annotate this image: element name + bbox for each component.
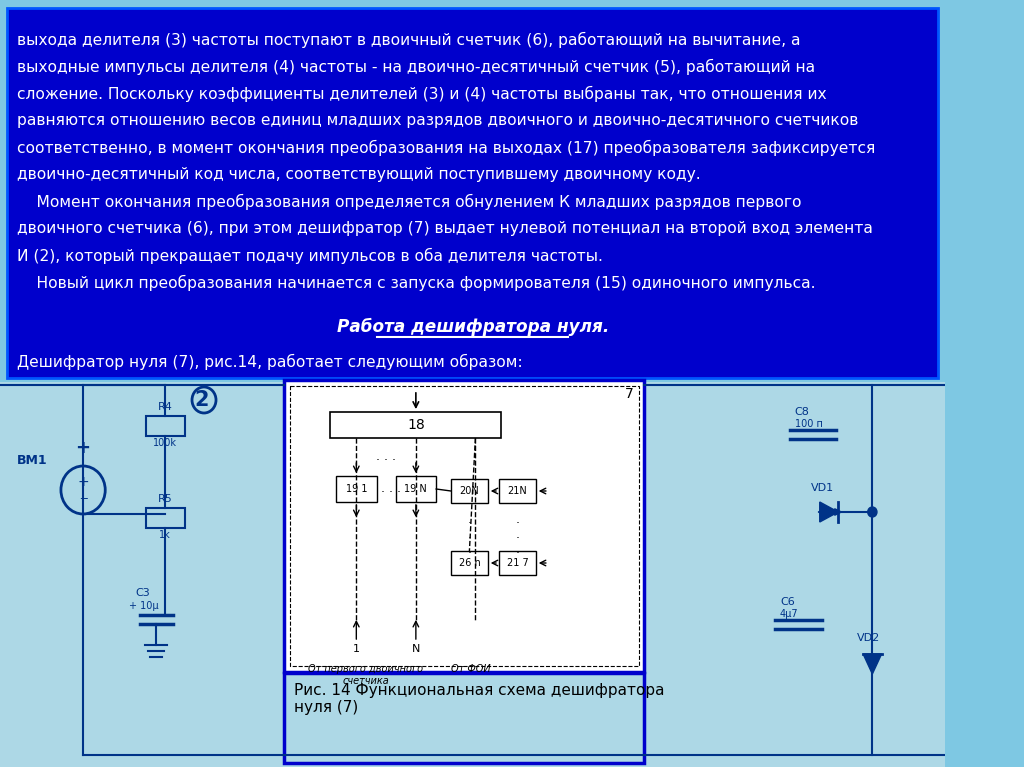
Bar: [451, 479, 487, 503]
Bar: [395, 476, 436, 502]
Bar: [499, 479, 536, 503]
Text: 7: 7: [626, 387, 634, 401]
Text: 20N: 20N: [460, 486, 479, 496]
Text: 19 1: 19 1: [345, 484, 367, 494]
Text: +: +: [76, 439, 90, 457]
FancyBboxPatch shape: [285, 380, 644, 672]
Text: R5: R5: [158, 494, 173, 504]
Text: C6: C6: [780, 597, 795, 607]
Text: сложение. Поскольку коэффициенты делителей (3) и (4) частоты выбраны так, что от: сложение. Поскольку коэффициенты делител…: [16, 86, 826, 102]
Text: 18: 18: [407, 418, 425, 432]
Bar: [336, 476, 377, 502]
Text: N: N: [412, 644, 420, 654]
Bar: [145, 416, 184, 436]
Text: Рис. 14 Функциональная схема дешифратора
нуля (7): Рис. 14 Функциональная схема дешифратора…: [294, 683, 664, 716]
Text: Работа дешифратора нуля.: Работа дешифратора нуля.: [337, 318, 608, 336]
Text: 100k: 100k: [154, 438, 177, 448]
Text: 26 n: 26 n: [459, 558, 480, 568]
Bar: [331, 412, 502, 438]
Text: 21N: 21N: [508, 486, 527, 496]
Text: 2: 2: [194, 390, 209, 410]
Text: 21 7: 21 7: [507, 558, 528, 568]
Polygon shape: [820, 502, 839, 522]
Text: 19 N: 19 N: [404, 484, 427, 494]
Text: Дешифратор нуля (7), рис.14, работает следующим образом:: Дешифратор нуля (7), рис.14, работает сл…: [16, 354, 522, 370]
Text: 1k: 1k: [160, 530, 171, 540]
Text: двоично-десятичный код числа, соответствующий поступившему двоичному коду.: двоично-десятичный код числа, соответств…: [16, 167, 700, 182]
Bar: [451, 551, 487, 575]
FancyBboxPatch shape: [285, 673, 644, 763]
Text: C3: C3: [136, 588, 151, 598]
Text: соответственно, в момент окончания преобразования на выходах (17) преобразовател: соответственно, в момент окончания преоб…: [16, 140, 874, 156]
Text: 4μ7: 4μ7: [780, 609, 799, 619]
Circle shape: [867, 507, 877, 517]
Text: Новый цикл преобразования начинается с запуска формирователя (15) одиночного имп: Новый цикл преобразования начинается с з…: [16, 275, 815, 291]
Text: BM1: BM1: [16, 453, 47, 466]
Text: выхода делителя (3) частоты поступают в двоичный счетчик (6), работающий на вычи: выхода делителя (3) частоты поступают в …: [16, 32, 800, 48]
Text: Момент окончания преобразования определяется обнулением К младших разрядов перво: Момент окончания преобразования определя…: [16, 194, 801, 210]
Text: . . .: . . .: [381, 482, 400, 495]
Text: R4: R4: [158, 402, 173, 412]
Polygon shape: [863, 654, 882, 674]
Bar: [499, 551, 536, 575]
Text: выходные импульсы делителя (4) частоты - на двоично-десятичный счетчик (5), рабо: выходные импульсы делителя (4) частоты -…: [16, 59, 815, 75]
Text: равняются отношению весов единиц младших разрядов двоичного и двоично-десятичног: равняются отношению весов единиц младших…: [16, 113, 858, 128]
Text: C8: C8: [795, 407, 810, 417]
Text: 1: 1: [353, 644, 359, 654]
Text: ─: ─: [80, 493, 86, 503]
Bar: [145, 508, 184, 528]
Text: . . .: . . .: [376, 449, 396, 463]
Bar: [290, 386, 639, 666]
Text: От первого двоичного
счетчика: От первого двоичного счетчика: [308, 664, 423, 686]
Text: И (2), который прекращает подачу импульсов в оба делителя частоты.: И (2), который прекращает подачу импульс…: [16, 248, 602, 264]
Text: .
.
.: . . .: [515, 513, 519, 556]
Text: двоичного счетчика (6), при этом дешифратор (7) выдает нулевой потенциал на втор: двоичного счетчика (6), при этом дешифра…: [16, 221, 872, 236]
Text: VD1: VD1: [811, 483, 834, 493]
Text: VD2: VD2: [857, 633, 880, 643]
Text: +: +: [77, 475, 89, 489]
Bar: [0, 382, 945, 767]
Text: .
.
.: . . .: [467, 513, 471, 556]
Text: + 10μ: + 10μ: [129, 601, 159, 611]
FancyBboxPatch shape: [7, 8, 938, 378]
Text: От ФОИ: От ФОИ: [451, 664, 490, 674]
Text: 100 п: 100 п: [795, 419, 822, 429]
